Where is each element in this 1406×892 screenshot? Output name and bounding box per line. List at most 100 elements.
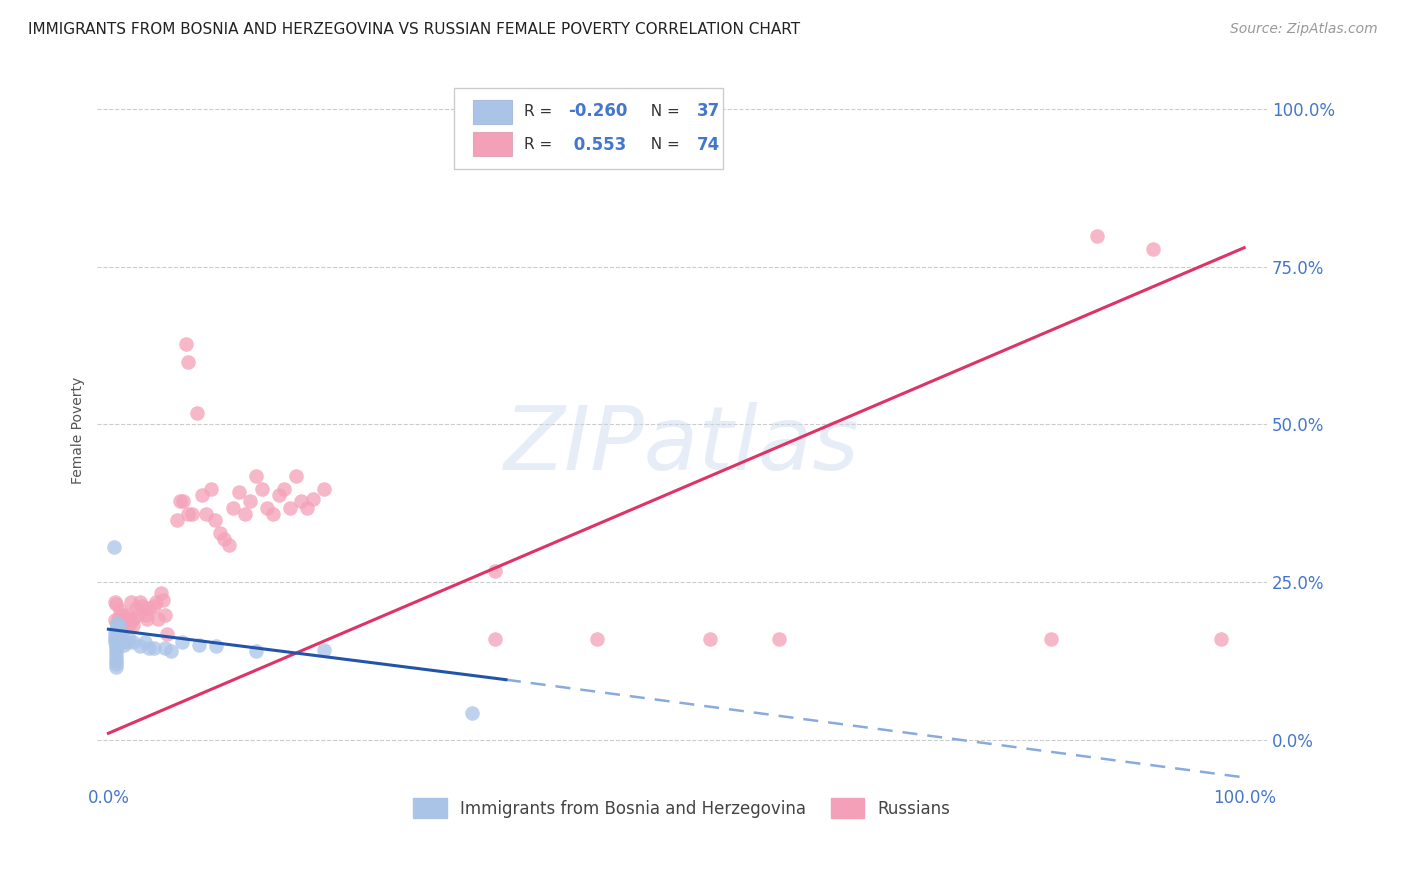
Point (166, 513, 188, 527)
Point (153, 607, 176, 622)
Point (205, 640, 228, 654)
Point (135, 607, 157, 622)
Point (699, 632, 721, 646)
Point (218, 538, 240, 552)
Point (148, 611, 170, 625)
Point (136, 611, 159, 625)
Point (104, 613, 127, 627)
Point (127, 607, 149, 622)
Point (108, 632, 131, 646)
Point (169, 494, 191, 508)
Point (195, 507, 218, 521)
Point (152, 592, 174, 607)
Point (186, 406, 208, 420)
Point (114, 614, 136, 628)
Point (273, 482, 295, 496)
Point (129, 595, 152, 609)
Point (134, 635, 156, 649)
Point (104, 632, 127, 646)
Point (172, 635, 194, 649)
Point (177, 355, 200, 369)
Text: ZIPatlas: ZIPatlas (505, 401, 860, 488)
Point (118, 617, 141, 632)
Point (117, 611, 139, 625)
Point (278, 500, 301, 515)
Point (181, 507, 204, 521)
Point (208, 525, 231, 540)
Point (107, 609, 129, 624)
Text: IMMIGRANTS FROM BOSNIA AND HERZEGOVINA VS RUSSIAN FEMALE POVERTY CORRELATION CHA: IMMIGRANTS FROM BOSNIA AND HERZEGOVINA V… (28, 22, 800, 37)
Point (1211, 632, 1233, 646)
Point (110, 617, 132, 632)
Point (250, 482, 273, 496)
Point (105, 650, 128, 665)
Point (284, 469, 307, 483)
Point (103, 541, 125, 555)
Point (111, 635, 134, 649)
Point (120, 595, 142, 609)
Point (118, 614, 141, 628)
Point (156, 626, 179, 640)
FancyBboxPatch shape (472, 100, 512, 124)
Point (1142, 242, 1164, 256)
Point (204, 513, 226, 527)
Point (1085, 229, 1108, 244)
Point (104, 625, 127, 640)
Point (105, 654, 128, 668)
Point (314, 482, 336, 496)
Point (138, 641, 160, 656)
Point (233, 507, 256, 521)
Point (122, 611, 145, 625)
Point (107, 619, 129, 633)
Point (245, 644, 267, 658)
Point (131, 599, 153, 613)
Point (177, 507, 200, 521)
Point (585, 632, 607, 646)
Point (212, 532, 235, 546)
Point (129, 640, 152, 654)
Point (484, 564, 506, 578)
Point (112, 638, 135, 652)
Point (107, 620, 129, 634)
Point (107, 619, 129, 633)
Point (239, 494, 262, 508)
Point (107, 626, 129, 640)
Point (112, 624, 135, 639)
Point (118, 632, 141, 646)
Y-axis label: Female Poverty: Female Poverty (72, 377, 86, 484)
Point (228, 485, 250, 500)
Point (153, 641, 176, 656)
Point (267, 488, 290, 502)
Point (104, 635, 127, 649)
Point (115, 635, 138, 649)
Text: Source: ZipAtlas.com: Source: ZipAtlas.com (1230, 22, 1378, 37)
Point (461, 706, 484, 720)
Text: -0.260: -0.260 (568, 103, 628, 120)
Point (200, 482, 222, 496)
Point (105, 638, 128, 652)
Text: R =: R = (524, 137, 562, 152)
Point (314, 643, 336, 657)
Point (105, 644, 128, 658)
Point (122, 617, 145, 632)
Point (768, 632, 790, 646)
Text: N =: N = (641, 137, 685, 152)
Point (115, 607, 138, 622)
Text: 0.553: 0.553 (568, 136, 627, 153)
Point (138, 601, 160, 615)
Point (108, 624, 131, 639)
Point (295, 500, 318, 515)
Point (124, 601, 146, 615)
Text: 74: 74 (697, 136, 720, 153)
Point (290, 494, 312, 508)
Point (484, 632, 506, 646)
Point (112, 607, 135, 622)
Point (111, 614, 134, 628)
Text: R =: R = (524, 103, 557, 119)
Point (262, 507, 284, 521)
Point (108, 603, 131, 617)
Point (142, 641, 165, 656)
Point (105, 660, 128, 674)
Text: 37: 37 (697, 103, 720, 120)
Point (107, 622, 129, 636)
